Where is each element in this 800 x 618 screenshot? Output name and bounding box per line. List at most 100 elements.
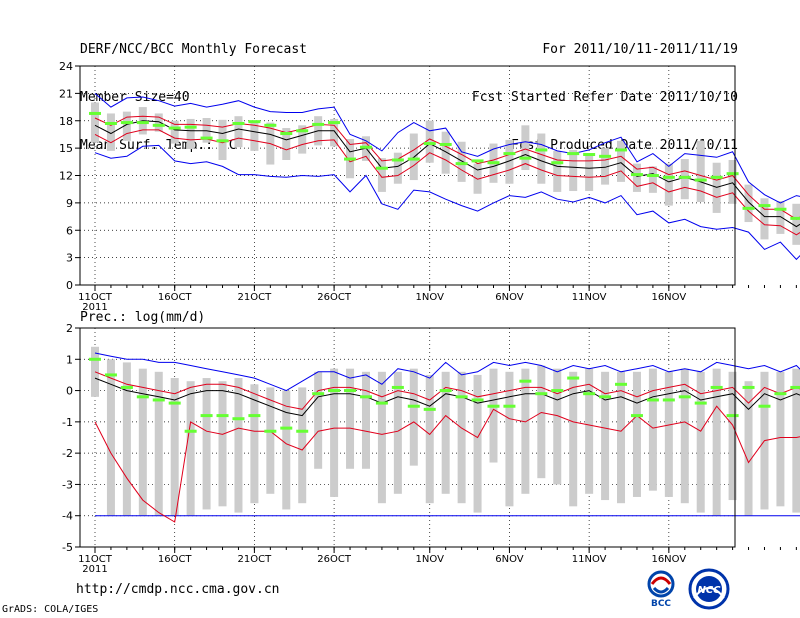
bcc-logo-icon: BCC [647, 570, 675, 609]
temp-outer-lower-line [94, 144, 800, 261]
prec-ensemble-box [409, 368, 418, 466]
temp-observed-marker [487, 161, 500, 165]
prec-ensemble-box [489, 368, 498, 463]
temp-ensemble-box [585, 155, 594, 192]
temp-observed-marker [790, 216, 800, 220]
prec-ensemble-box [266, 387, 275, 494]
prec-ytick-label: 0 [66, 385, 73, 398]
prec-ensemble-box [457, 371, 466, 504]
bcc-logo-text: BCC [651, 599, 671, 609]
prec-xtick-label: 11NOV [572, 554, 607, 565]
prec-observed-marker [615, 382, 628, 386]
temp-ensemble-box [521, 125, 530, 171]
prec-ensemble-box [234, 378, 243, 513]
temp-observed-marker [375, 166, 388, 170]
prec-observed-marker [551, 389, 564, 393]
prec-observed-marker [407, 404, 420, 408]
temp-median-line [94, 120, 800, 228]
temp-ensemble-box [680, 159, 689, 200]
prec-observed-marker [662, 398, 675, 402]
temp-ensemble-box [744, 184, 753, 223]
prec-observed-marker [152, 398, 165, 402]
temp-year-label: 2011 [82, 302, 107, 313]
prec-observed-marker [567, 376, 580, 380]
temp-observed-marker [646, 174, 659, 177]
software-credit: GrADS: COLA/IGES [2, 604, 99, 615]
temp-observed-marker [104, 121, 117, 125]
prec-observed-marker [168, 401, 181, 405]
prec-observed-marker [136, 395, 149, 399]
temp-ytick-label: 9 [66, 197, 73, 210]
prec-ensemble-box [330, 368, 339, 497]
prec-observed-marker [726, 414, 739, 418]
temp-observed-marker [726, 172, 739, 176]
prec-ensemble-box [585, 368, 594, 494]
temp-xtick-label: 21OCT [238, 292, 273, 303]
temp-observed-marker [296, 129, 309, 133]
temp-ensemble-box [106, 113, 115, 151]
temp-ensemble-box [234, 116, 243, 148]
temp-ytick-label: 21 [59, 87, 73, 100]
prec-ensemble-box [680, 368, 689, 504]
ncc-logo-text: NCC [697, 585, 721, 596]
temp-ensemble-box [537, 133, 546, 184]
temp-xtick-label: 11OCT [78, 292, 113, 303]
prec-observed-marker [535, 392, 548, 396]
temp-ensemble-box [553, 150, 562, 192]
temp-ensemble-box [776, 201, 785, 234]
prec-xtick-label: 1NOV [416, 554, 445, 565]
temp-observed-marker [742, 206, 755, 210]
temp-ensemble-box [696, 140, 705, 202]
temp-ensemble-box [282, 128, 291, 160]
prec-observed-marker [455, 395, 468, 399]
prec-ytick-label: -5 [62, 541, 73, 554]
temp-ensemble-box [298, 125, 307, 154]
ncc-logo-icon: NCC [688, 568, 730, 610]
temp-observed-marker [391, 158, 404, 162]
prec-observed-marker [758, 404, 771, 408]
prec-ensemble-box [648, 368, 657, 491]
prec-observed-marker [487, 404, 500, 408]
temp-xtick-label: 6NOV [495, 292, 524, 303]
prec-ensemble-box [122, 362, 131, 516]
temp-observed-marker [758, 204, 771, 208]
prec-inner-lower-line [94, 405, 800, 523]
prec-ensemble-box [569, 371, 578, 507]
prec-ensemble-box [314, 371, 323, 469]
prec-observed-marker [774, 392, 787, 396]
prec-ytick-label: -3 [62, 478, 73, 491]
temp-ensemble-box [122, 111, 131, 141]
prec-observed-marker [264, 429, 277, 433]
temp-observed-marker [136, 121, 149, 125]
temp-ensemble-box [186, 118, 195, 150]
precip-variable-label: Prec.: log(mm/d) [80, 310, 206, 325]
prec-observed-marker [599, 395, 612, 399]
prec-observed-marker [694, 401, 707, 405]
prec-ensemble-box [632, 371, 641, 497]
temp-ensemble-box [393, 152, 402, 184]
temp-observed-marker [615, 148, 628, 152]
temp-xtick-label: 11NOV [572, 292, 607, 303]
prec-observed-marker [312, 392, 325, 396]
prec-observed-marker [678, 395, 691, 399]
prec-ensemble-box [346, 368, 355, 469]
prec-outer-upper-line [94, 352, 800, 392]
temp-observed-marker [120, 121, 133, 125]
prec-ensemble-box [377, 371, 386, 504]
prec-ensemble-box [393, 371, 402, 494]
temp-xtick-label: 16NOV [651, 292, 686, 303]
temp-ensemble-box [457, 141, 466, 182]
forecast-start-date: Fcst Started Refer Date 2011/10/10 [471, 90, 738, 105]
temp-ensemble-box [441, 131, 450, 174]
temp-observed-marker [439, 142, 452, 146]
temp-ensemble-box [728, 159, 737, 204]
prec-ensemble-box [521, 368, 530, 494]
prec-xtick-label: 11OCT [78, 554, 113, 565]
prec-inner-upper-line [94, 371, 800, 410]
temp-observed-marker [599, 154, 612, 158]
prec-observed-marker [232, 417, 245, 421]
prec-ensemble-box [298, 387, 307, 504]
prec-ensemble-box [473, 374, 482, 513]
prec-observed-marker [120, 385, 133, 389]
temp-inner-upper-line [94, 115, 800, 220]
